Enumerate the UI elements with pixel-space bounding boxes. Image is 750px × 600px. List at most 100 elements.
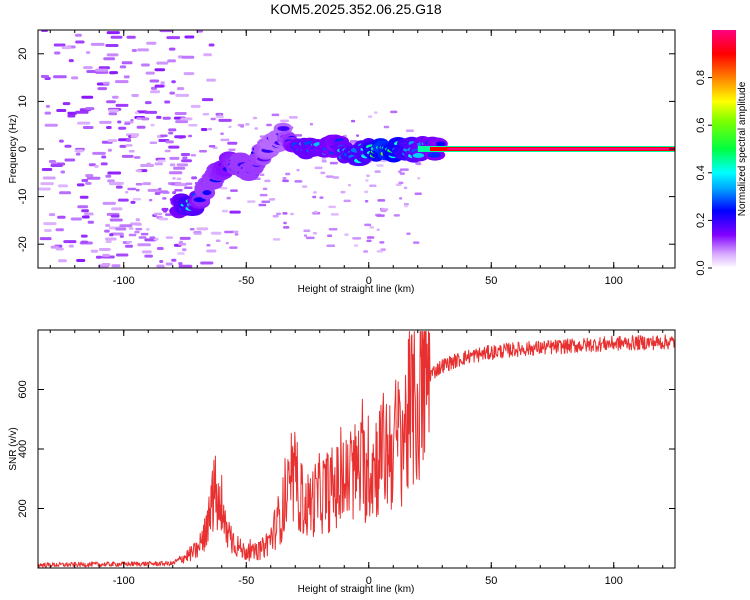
spectrogram-cell — [107, 139, 118, 143]
spectrogram-cell — [169, 91, 176, 95]
spectrogram-cell — [48, 213, 56, 217]
spectrogram-cell — [159, 30, 173, 33]
spectrogram-cell — [395, 183, 402, 187]
spectrogram-cell — [144, 101, 152, 105]
spectrogram-cell — [305, 236, 315, 240]
spectrogram-ylabel: Frequency (Hz) — [8, 115, 19, 184]
spectrogram-cell — [170, 182, 176, 186]
spectrogram-cell — [111, 264, 121, 268]
spectrogram-cell — [135, 227, 143, 231]
spectrogram-cell — [175, 93, 190, 97]
spectrogram-cell — [108, 109, 119, 113]
spectrogram-cell — [177, 252, 185, 255]
spectrogram-cell — [81, 95, 94, 99]
spectrogram-cell — [283, 221, 287, 225]
spectrogram-cell — [86, 176, 101, 180]
spectrogram-cell — [171, 258, 177, 262]
spectrogram-cell — [276, 212, 282, 216]
spectrogram-cell — [290, 212, 294, 216]
spectrogram-cell — [128, 233, 137, 237]
spectrogram-cell — [111, 207, 123, 211]
spectrogram-cell — [131, 93, 139, 97]
spectrogram-cell — [168, 145, 180, 149]
spectrogram-cell — [154, 68, 166, 72]
spectrogram-cell — [208, 144, 216, 148]
spectrogram-cell — [42, 176, 56, 180]
spectrogram-cell — [258, 203, 267, 207]
spectrogram-cell — [184, 186, 193, 190]
spectrogram-cell — [272, 238, 281, 241]
spectrogram-cell — [74, 33, 82, 37]
spectrogram-cell — [303, 229, 311, 233]
spectrogram-cell — [200, 128, 208, 132]
spectrogram-cell — [164, 100, 171, 104]
spectrogram-cell — [176, 177, 182, 181]
spectrogram-cell — [165, 140, 174, 144]
spectrogram-cell — [110, 232, 124, 236]
spectrogram-cell — [154, 84, 165, 88]
spectrogram-cell — [165, 213, 173, 216]
spectrogram-cell — [80, 240, 89, 244]
spectrogram-xtick-label: -50 — [238, 275, 254, 287]
spectrogram-cell — [77, 121, 91, 125]
spectrogram-cell — [136, 125, 146, 129]
spectrogram-cell — [172, 191, 177, 195]
spectrogram-cell — [174, 183, 188, 187]
spectrogram-ytick-label: 10 — [17, 95, 29, 107]
spectrogram-cell — [303, 234, 308, 237]
spectrogram-cell — [149, 198, 153, 202]
spectrogram-cell — [182, 156, 188, 160]
spectrogram-cell — [366, 174, 370, 178]
spectrogram-cell — [226, 196, 231, 200]
spectrogram-cell — [60, 170, 66, 174]
spectrogram-cell — [88, 163, 96, 167]
spectrogram-cell — [210, 231, 222, 235]
spectrogram-cell — [390, 110, 398, 114]
spectrogram-cell — [183, 72, 195, 76]
spectrogram-cell — [160, 81, 165, 85]
spectrogram-cell — [67, 111, 78, 115]
spectrogram-cell — [196, 227, 209, 231]
spectrogram-cell — [106, 31, 120, 35]
spectrogram-cell — [399, 197, 403, 200]
spectrogram-cell — [102, 81, 110, 85]
spectrogram-cell — [85, 181, 92, 185]
spectrogram-cell — [168, 47, 176, 51]
spectrogram-cell — [126, 138, 132, 142]
spectrogram-cell — [313, 210, 318, 214]
spectrogram-cell — [364, 199, 369, 203]
spectrogram-cell — [153, 212, 163, 216]
spectrogram-cell — [85, 50, 91, 54]
spectrogram-cell — [146, 162, 151, 166]
spectrogram-cell — [119, 144, 127, 148]
spectrogram-cell — [107, 148, 112, 152]
spectrogram-cell — [134, 156, 141, 159]
spectrogram-cell — [379, 241, 385, 244]
spectrogram-cell — [349, 140, 358, 143]
spectrogram-cell — [380, 209, 387, 213]
spectrogram-cell — [105, 174, 112, 178]
spectrogram-cell — [150, 86, 158, 90]
spectrogram-cell — [398, 170, 402, 173]
spectrogram-cell — [173, 166, 186, 170]
spectrogram-cell — [320, 171, 326, 175]
spectrogram-cell — [330, 213, 339, 216]
spectrogram-cell — [180, 117, 193, 121]
spectrogram-cell — [43, 228, 52, 232]
spectrogram-cell — [296, 168, 300, 172]
spectrogram-cell — [309, 123, 314, 126]
spectrogram-cell — [45, 104, 51, 108]
spectrogram-cell — [353, 244, 359, 247]
spectrogram-cell — [117, 120, 122, 124]
spectrogram-cell — [53, 43, 66, 47]
spectrogram-cell — [176, 87, 185, 91]
spectrogram-cell — [162, 116, 171, 120]
spectrogram-cell — [264, 179, 271, 183]
spectrogram-cell — [129, 222, 141, 226]
spectrogram-cell — [427, 152, 441, 158]
spectrogram-steady-core — [447, 148, 675, 150]
spectrogram-cell — [101, 263, 111, 267]
spectrogram-cell — [340, 190, 346, 194]
spectrogram-cell — [376, 228, 380, 231]
spectrogram-cell — [180, 153, 191, 157]
